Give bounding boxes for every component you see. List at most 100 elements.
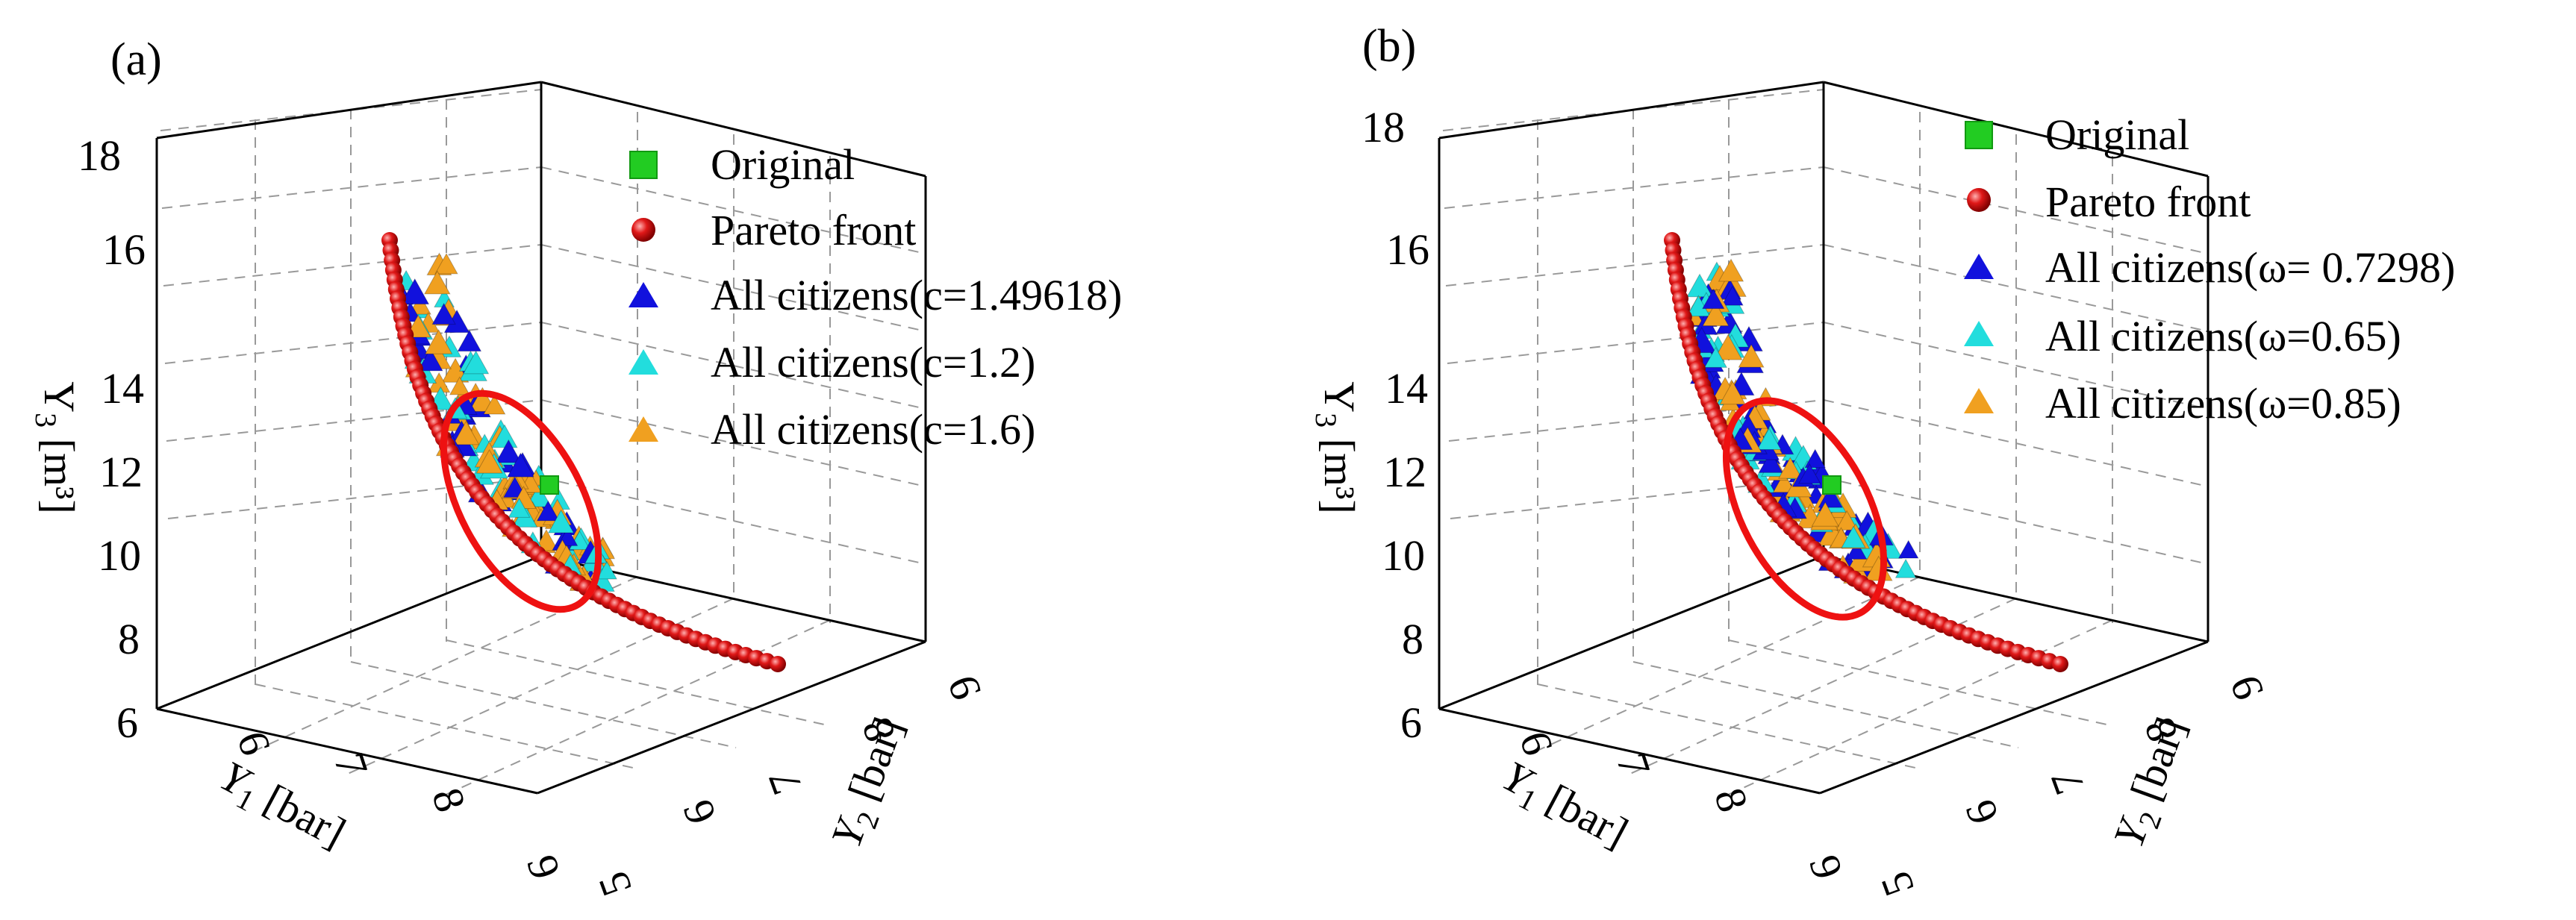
legend-label: Pareto front bbox=[2045, 178, 2251, 226]
y3-tick-label: 8 bbox=[118, 615, 140, 663]
citizen-point bbox=[1758, 451, 1783, 473]
panel-a-grid bbox=[160, 89, 926, 796]
y2-tick-label: 9 bbox=[938, 669, 991, 706]
citizen-point bbox=[462, 350, 490, 375]
legend-marker-citizens-2 bbox=[629, 349, 658, 375]
legend-marker-pareto bbox=[631, 218, 655, 242]
legend-marker-citizens-3 bbox=[629, 416, 658, 442]
citizen-point bbox=[1686, 273, 1713, 298]
citizen-point bbox=[1818, 485, 1844, 508]
legend-label: Pareto front bbox=[711, 206, 916, 254]
citizen-point bbox=[1718, 258, 1744, 282]
citizen-point bbox=[417, 348, 443, 372]
citizen-point bbox=[508, 497, 531, 518]
y2-tick-label: 5 bbox=[1871, 866, 1924, 902]
citizen-point bbox=[1778, 457, 1803, 479]
panel-a-label: (a) bbox=[110, 34, 162, 85]
y2-axis-label: Y2 [bar] bbox=[2103, 711, 2201, 856]
citizen-point bbox=[1738, 343, 1765, 368]
y3-tick-label: 18 bbox=[78, 131, 121, 180]
citizen-point bbox=[1772, 472, 1796, 493]
legend-label: All citizens(ω= 0.7298) bbox=[2045, 243, 2455, 292]
panel-b-legend: Original Pareto front All citizens(ω= 0.… bbox=[1964, 110, 2455, 428]
y1-tick-label: 9 bbox=[1800, 849, 1853, 885]
y1-tick-label: 8 bbox=[422, 782, 475, 818]
y3-tick-label: 12 bbox=[99, 448, 143, 496]
y3-tick-label: 14 bbox=[1385, 364, 1428, 413]
y3-tick-label: 8 bbox=[1402, 615, 1423, 663]
citizen-point bbox=[400, 278, 430, 304]
legend-label: All citizens(c=1.2) bbox=[711, 338, 1035, 387]
y3-tick-label: 16 bbox=[1386, 225, 1429, 274]
citizen-point bbox=[1804, 448, 1827, 469]
legend-label: All citizens(ω=0.85) bbox=[2045, 379, 2401, 428]
legend-marker-original bbox=[629, 151, 658, 179]
y3-tick-label: 6 bbox=[116, 698, 138, 747]
y2-tick-label: 5 bbox=[588, 866, 641, 902]
panel-b-label: (b) bbox=[1362, 21, 1416, 72]
y3-tick-label: 14 bbox=[101, 364, 144, 413]
citizen-point bbox=[526, 484, 552, 507]
original-point bbox=[540, 475, 559, 495]
y2-axis-label: Y2 [bar] bbox=[821, 711, 918, 856]
citizen-point bbox=[547, 509, 575, 533]
y2-tick-label: 7 bbox=[758, 764, 811, 801]
legend-label: Original bbox=[2045, 110, 2189, 159]
legend-label: All citizens(ω=0.65) bbox=[2045, 312, 2401, 360]
pareto-point bbox=[2052, 656, 2068, 672]
y1-tick-label: 9 bbox=[517, 849, 570, 885]
citizen-point bbox=[536, 500, 560, 522]
citizen-point bbox=[506, 452, 534, 478]
citizen-point bbox=[1797, 463, 1821, 484]
panel-a-y3-ticks: 6 8 10 12 14 16 18 bbox=[78, 131, 146, 747]
citizen-point bbox=[1846, 540, 1868, 560]
citizen-point bbox=[449, 376, 470, 395]
citizen-point bbox=[596, 560, 617, 580]
panel-b-y2-ticks: 5 6 7 8 9 bbox=[1871, 669, 2273, 902]
citizen-point bbox=[1721, 285, 1744, 306]
citizen-point bbox=[1897, 539, 1919, 559]
legend-marker-citizens-1 bbox=[1964, 254, 1994, 279]
y3-tick-label: 12 bbox=[1383, 448, 1426, 496]
citizen-point bbox=[1702, 301, 1730, 327]
citizen-point bbox=[408, 294, 431, 315]
panel-b-highlight-ellipse bbox=[1722, 397, 1888, 621]
y3-tick-label: 10 bbox=[1382, 531, 1425, 580]
panel-a-y2-ticks: 5 6 7 8 9 bbox=[588, 669, 991, 902]
panel-a: 6 8 10 12 14 16 18 6 7 8 9 5 6 7 8 9 Y3 … bbox=[29, 34, 1122, 902]
panel-b-marks bbox=[1664, 232, 2068, 672]
panel-a-legend: Original Pareto front All citizens(c=1.4… bbox=[629, 140, 1122, 454]
citizen-point bbox=[1703, 346, 1728, 368]
citizen-point bbox=[483, 394, 506, 415]
citizen-point bbox=[457, 329, 482, 352]
pareto-point bbox=[770, 656, 786, 672]
citizen-point bbox=[423, 270, 451, 295]
legend-marker-original bbox=[1965, 121, 1993, 149]
citizen-point bbox=[1841, 525, 1866, 548]
y1-tick-label: 8 bbox=[1705, 782, 1758, 818]
panel-b: 6 8 10 12 14 16 18 6 7 8 9 5 6 7 8 9 Y3 … bbox=[1309, 21, 2455, 902]
y3-axis-label: Y3 [m³] bbox=[1309, 381, 1364, 514]
panel-b-box bbox=[1438, 81, 2209, 795]
panel-a-highlight-ellipse bbox=[440, 389, 602, 613]
legend-marker-pareto bbox=[1967, 188, 1991, 212]
y2-tick-label: 6 bbox=[1955, 794, 2008, 830]
citizen-point bbox=[1702, 288, 1725, 310]
citizen-point bbox=[1811, 501, 1839, 527]
legend-marker-citizens-1 bbox=[629, 282, 658, 307]
citizen-point bbox=[475, 448, 503, 474]
y2-tick-label: 7 bbox=[2041, 764, 2094, 801]
legend-marker-citizens-3 bbox=[1964, 388, 1994, 413]
citizen-point bbox=[1713, 334, 1743, 360]
citizen-point bbox=[452, 420, 480, 445]
panel-b-y3-ticks: 6 8 10 12 14 16 18 bbox=[1362, 103, 1429, 747]
y3-tick-label: 10 bbox=[98, 531, 141, 580]
y3-tick-label: 18 bbox=[1362, 103, 1405, 151]
citizen-point bbox=[1836, 510, 1859, 531]
citizen-point bbox=[1894, 558, 1917, 578]
citizen-point bbox=[534, 529, 559, 551]
panel-a-marks bbox=[381, 232, 786, 672]
citizen-point bbox=[431, 302, 456, 325]
y3-axis-label: Y3 [m³] bbox=[29, 381, 84, 514]
